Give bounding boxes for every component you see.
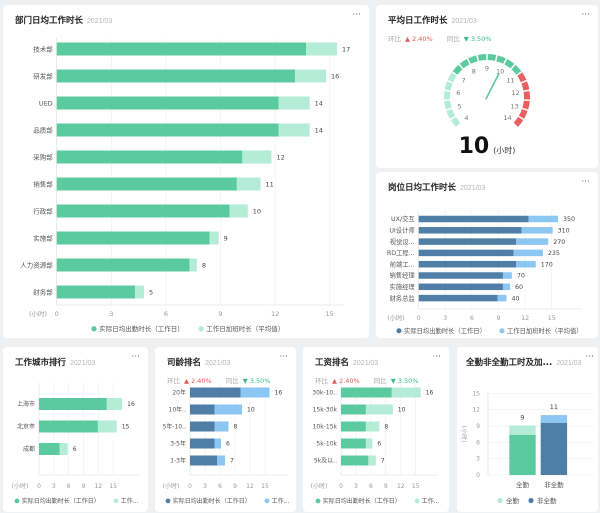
- card-title: 平均日工作时长 2021/03: [388, 16, 477, 26]
- ellipsis-icon[interactable]: ···: [432, 352, 441, 362]
- ellipsis-icon[interactable]: ···: [279, 352, 288, 362]
- city-card: 工作城市排行 2021/03 ···: [3, 347, 148, 512]
- comparison: 环比 ▲ 2.40% 同比 ▼ 3.50%: [315, 377, 419, 385]
- ellipsis-icon[interactable]: ···: [131, 352, 140, 362]
- card-title: 司龄排名 2021/03: [167, 358, 231, 368]
- salary-card: 工资排名 2021/03 ··· 环比 ▲ 2.40% 同比 ▼ 3.50%: [303, 347, 449, 512]
- comparison: 环比 ▲ 2.40% 同比 ▼ 3.50%: [388, 35, 492, 43]
- dept-card: 部门日均工作时长 2021/03 ···: [3, 5, 369, 338]
- ellipsis-icon[interactable]: ···: [581, 177, 590, 187]
- attendance-card: 全勤非全勤工时及加... 2021/03 ···: [457, 347, 598, 512]
- card-title: 部门日均工作时长 2021/03: [15, 16, 113, 26]
- seniority-card: 司龄排名 2021/03 ··· 环比 ▲ 2.40% 同比 ▼ 3.50%: [155, 347, 296, 512]
- comparison: 环比 ▲ 2.40% 同比 ▼ 3.50%: [167, 377, 271, 385]
- card-title: 全勤非全勤工时及加... 2021/03: [466, 358, 582, 368]
- card-title: 工作城市排行 2021/03: [15, 358, 96, 368]
- card-title: 岗位日均工作时长 2021/03: [388, 183, 486, 193]
- card-title: 工资排名 2021/03: [315, 358, 379, 368]
- ellipsis-icon[interactable]: ···: [585, 352, 594, 362]
- gauge-value: 10 (小时): [458, 134, 516, 159]
- position-card: 岗位日均工作时长 2021/03 ···: [376, 172, 598, 338]
- avg-card: 平均日工作时长 2021/03 ··· 环比 ▲ 2.40% 同比 ▼ 3.50% 10…: [376, 5, 598, 168]
- ellipsis-icon[interactable]: ···: [581, 10, 590, 20]
- ellipsis-icon[interactable]: ···: [352, 10, 361, 20]
